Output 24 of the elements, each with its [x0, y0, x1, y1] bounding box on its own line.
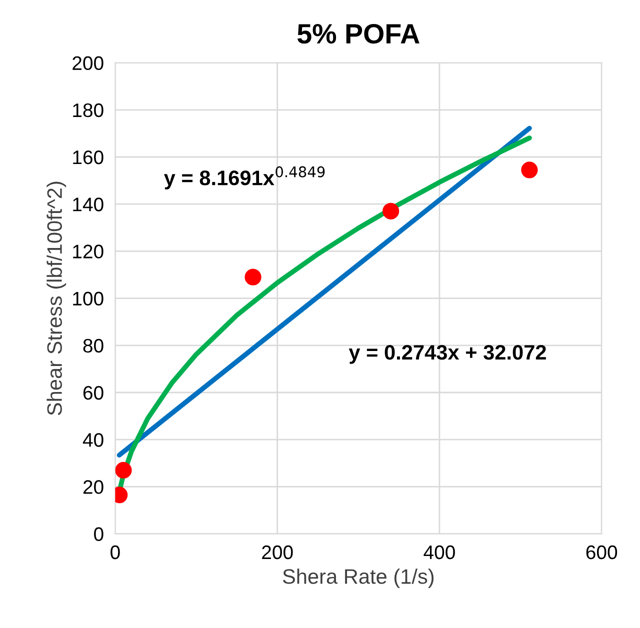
- x-tick-label: 400: [424, 545, 455, 560]
- y-tick-label: 40: [82, 433, 104, 447]
- x-tick-label: 600: [586, 545, 618, 560]
- point: [382, 202, 400, 220]
- x-axis-title: Shera Rate (1/s): [282, 568, 434, 588]
- chart-title: 5% POFA: [298, 24, 420, 44]
- y-tick-label: 180: [73, 103, 104, 118]
- point: [115, 462, 132, 479]
- y-tick-label: 120: [73, 244, 104, 258]
- x-tick-label: 0: [110, 545, 120, 560]
- annotation: y = 0.2743x + 32.072: [348, 344, 546, 364]
- y-tick-label: 20: [83, 480, 104, 494]
- y-tick-label: 80: [83, 338, 104, 353]
- annotation: y = 8.1691x$^{0.4849}$: [164, 166, 325, 190]
- y-tick-label: 60: [83, 386, 104, 400]
- y-axis-title: Shear Stress (lbf/100ft^2): [46, 182, 66, 416]
- y-tick-label: 140: [73, 198, 104, 212]
- y-tick-label: 200: [72, 56, 104, 70]
- point: [244, 268, 262, 286]
- y-tick-label: 0: [94, 527, 104, 542]
- y-tick-label: 100: [73, 292, 104, 306]
- y-tick-label: 160: [73, 150, 104, 164]
- point: [521, 162, 538, 178]
- x-tick-label: 200: [262, 545, 293, 560]
